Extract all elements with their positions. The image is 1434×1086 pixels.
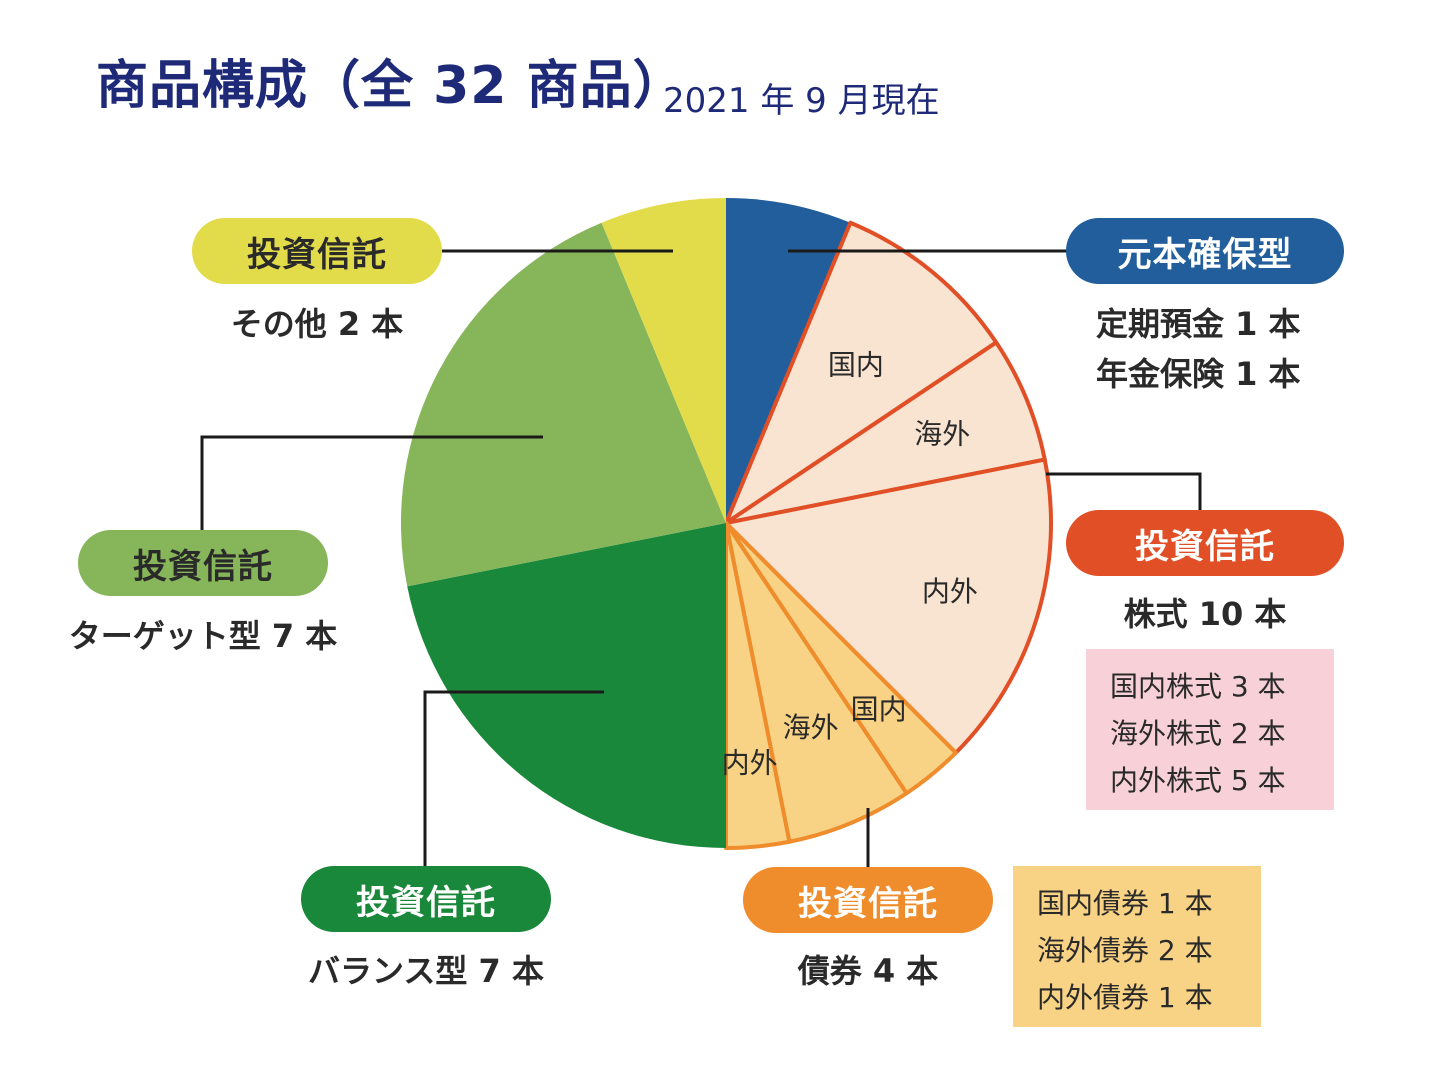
bond-pill: 投資信託	[743, 867, 993, 933]
target-summary: ターゲット型 7 本	[68, 617, 338, 655]
pie-slice-4	[724, 457, 1053, 755]
balance-summary: バランス型 7 本	[308, 952, 544, 990]
other-summary: その他 2 本	[230, 305, 404, 343]
guaranteed-detail: 定期預金 1 本 年金保険 1 本	[1096, 308, 1301, 408]
slice-label-5: 国内	[851, 693, 907, 726]
guaranteed-title: 元本確保型	[1117, 234, 1293, 275]
stock-summary: 株式 10 本	[1123, 595, 1287, 633]
leader-line-target	[200, 435, 543, 532]
other-title: 投資信託	[247, 234, 387, 275]
pie-slices	[400, 198, 1053, 850]
slice-label-6: 海外	[783, 711, 839, 744]
slice-label-2: 国内	[828, 349, 884, 382]
guaranteed-line-2: 年金保険 1 本	[1096, 355, 1301, 393]
leader-line-stock	[1046, 472, 1202, 514]
leader-line-balance	[423, 690, 604, 868]
pie-slice-2	[724, 220, 999, 525]
pie-slice-7	[724, 521, 792, 850]
slice-label-7: 内外	[722, 746, 778, 779]
bond-title: 投資信託	[798, 883, 938, 924]
guaranteed-pill: 元本確保型	[1066, 218, 1344, 284]
balance-title: 投資信託	[356, 882, 496, 923]
stock-breakdown: 国内株式 3 本 海外株式 2 本 内外株式 5 本	[1086, 649, 1334, 810]
pie-slice-1	[726, 198, 851, 523]
stock-breakdown-domestic: 国内株式 3 本	[1110, 670, 1286, 703]
stock-breakdown-foreign: 海外株式 2 本	[1110, 717, 1286, 750]
stock-pill: 投資信託	[1066, 510, 1344, 576]
target-pill: 投資信託	[78, 530, 328, 596]
balance-pill: 投資信託	[301, 866, 551, 932]
other-pill: 投資信託	[192, 218, 442, 284]
pie-slice-9	[400, 222, 726, 587]
guaranteed-line-1: 定期預金 1 本	[1096, 305, 1301, 343]
bond-breakdown-global: 内外債券 1 本	[1037, 981, 1213, 1014]
bond-breakdown-foreign: 海外債券 2 本	[1037, 934, 1213, 967]
pie-slice-8	[407, 523, 726, 848]
pie-slice-3	[724, 340, 1047, 525]
bond-breakdown-domestic: 国内債券 1 本	[1037, 887, 1213, 920]
leader-lines	[200, 249, 1202, 868]
chart-title: 商品構成（全 32 商品）	[96, 56, 686, 116]
as-of-date: 2021 年 9 月現在	[663, 81, 940, 121]
target-title: 投資信託	[133, 546, 273, 587]
bond-summary: 債券 4 本	[797, 952, 939, 990]
stock-breakdown-global: 内外株式 5 本	[1110, 764, 1286, 797]
slice-label-4: 内外	[922, 575, 978, 608]
bond-breakdown: 国内債券 1 本 海外債券 2 本 内外債券 1 本	[1013, 866, 1261, 1027]
stock-title: 投資信託	[1135, 526, 1275, 567]
pie-slice-6	[724, 521, 909, 844]
slice-label-3: 海外	[914, 418, 970, 451]
pie-slice-10	[601, 198, 726, 523]
